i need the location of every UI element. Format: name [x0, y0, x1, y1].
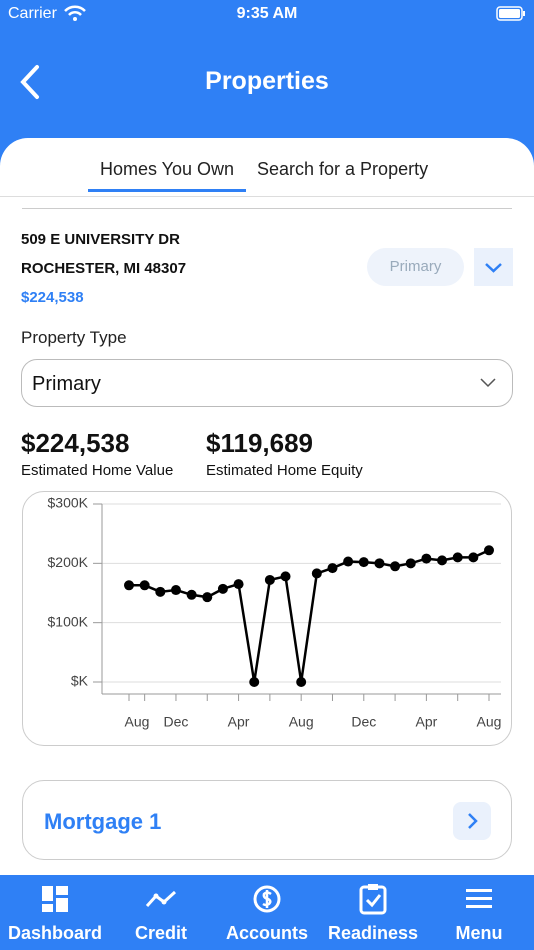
point: [343, 556, 354, 567]
select[interactable]: Primary: [21, 359, 513, 407]
point: [280, 571, 291, 582]
credit-icon: [145, 890, 177, 908]
point: [233, 579, 244, 590]
point: [202, 592, 213, 603]
point: [139, 580, 150, 591]
accounts-icon: [253, 885, 281, 913]
y-tick-label: $100K: [48, 613, 89, 629]
expand-button[interactable]: [474, 248, 513, 286]
x-tick-label: Aug: [477, 714, 502, 730]
tab-label[interactable]: Readiness: [327, 923, 419, 943]
tab-label[interactable]: Credit: [134, 923, 187, 943]
battery-icon: [496, 6, 525, 21]
chart-card: $K $100K $200K $300K Aug Dec Apr Aug Dec Apr Aug: [22, 491, 512, 746]
y-tick-label: $K: [71, 673, 89, 689]
chart: $K $100K $200K $300K Aug Dec Apr Aug Dec Apr Aug: [48, 495, 502, 730]
tab[interactable]: Homes You Own: [99, 159, 235, 179]
tab-label[interactable]: Accounts: [225, 923, 308, 943]
address-line: 509 E UNIVERSITY DR: [21, 231, 180, 248]
point: [437, 555, 448, 566]
carrier: Carrier: [8, 5, 57, 22]
wifi-icon: [64, 5, 86, 21]
stat-label: Estimated Home Value: [21, 462, 174, 479]
point: [296, 677, 307, 687]
point: [405, 558, 416, 569]
point: [452, 552, 463, 563]
time: 9:35 AM: [236, 5, 298, 22]
point: [468, 552, 479, 563]
x-tick-label: Dec: [164, 714, 189, 730]
point: [374, 558, 385, 569]
badge: Primary: [367, 248, 464, 286]
divider: [0, 196, 534, 197]
tab-indicator: [88, 189, 246, 192]
field-label: Property Type: [21, 328, 127, 347]
tab[interactable]: Search for a Property: [257, 159, 429, 179]
y-tick-label: $300K: [48, 495, 89, 511]
stat-label: Estimated Home Equity: [206, 462, 363, 479]
back-button[interactable]: [18, 64, 42, 100]
point: [264, 574, 275, 585]
stat-value: $119,689: [206, 428, 314, 458]
page-title: Properties: [205, 67, 329, 95]
open-button[interactable]: [453, 802, 491, 840]
line: [129, 549, 490, 683]
point: [155, 586, 166, 597]
point: [170, 585, 181, 596]
x-tick-label: Dec: [351, 714, 376, 730]
point: [484, 545, 494, 556]
readiness-icon: [359, 884, 387, 915]
mortgage-card[interactable]: Mortgage 1: [22, 780, 512, 860]
dashboard-icon: [42, 886, 68, 912]
x-tick-label: Apr: [415, 714, 437, 730]
point: [421, 553, 432, 564]
x-tick-label: Aug: [289, 714, 314, 730]
tab-bar: Dashboard Credit Accounts Readiness Menu: [0, 875, 534, 950]
point: [390, 561, 401, 572]
point: [358, 557, 369, 568]
point: [327, 563, 338, 574]
tab-label[interactable]: Dashboard: [7, 923, 103, 943]
address-line: ROCHESTER, MI 48307: [21, 260, 187, 277]
point: [124, 580, 134, 591]
point: [217, 583, 228, 594]
x-tick-label: Aug: [125, 714, 150, 730]
tab-label[interactable]: Menu: [455, 923, 503, 943]
x-tick-label: Apr: [228, 714, 250, 730]
mortgage-title: Mortgage 1: [44, 809, 162, 834]
stat-value: $224,538: [21, 428, 130, 458]
point: [186, 589, 197, 600]
y-tick-label: $200K: [48, 554, 89, 570]
divider: [22, 208, 512, 209]
menu-icon: [466, 889, 492, 908]
property-value: $224,538: [21, 289, 84, 306]
point: [311, 568, 322, 579]
chevron: [480, 378, 496, 388]
select-value: Primary: [32, 373, 101, 395]
point: [249, 677, 260, 687]
